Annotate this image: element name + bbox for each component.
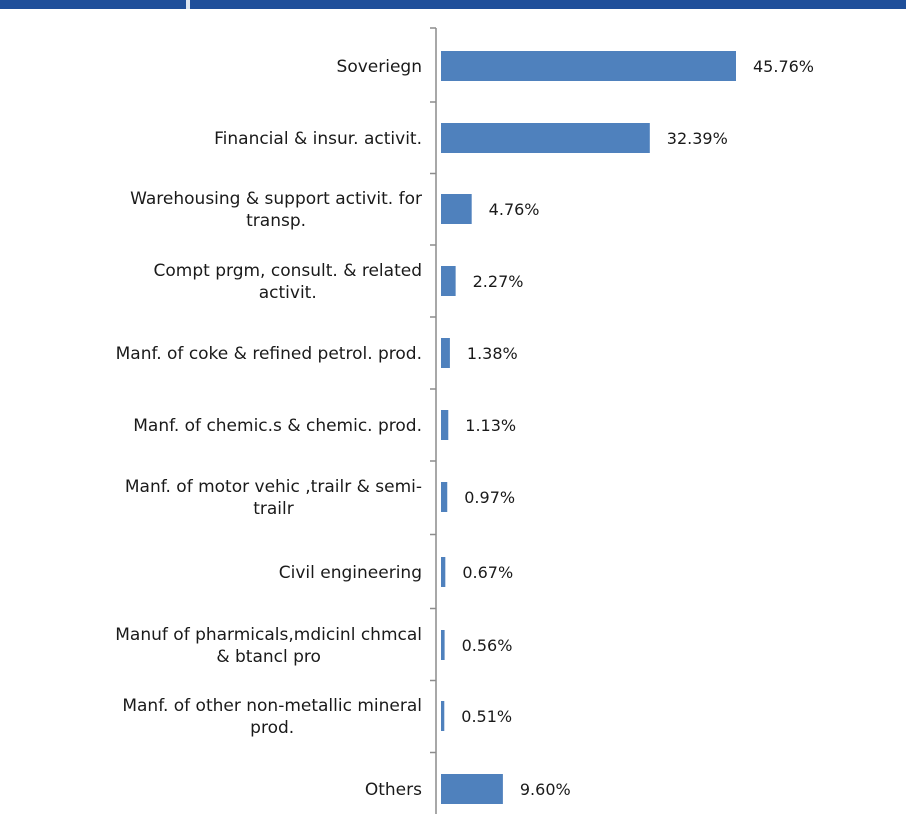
header-accent [186,0,190,9]
bar [441,338,450,368]
category-label-line: & btancl pro [216,647,321,667]
data-label: 32.39% [667,129,728,148]
category-label: Manf. of coke & refined petrol. prod. [116,344,422,364]
data-label: 2.27% [473,272,524,291]
data-label: 0.51% [461,707,512,726]
header-bar [0,0,906,9]
bar [441,482,448,512]
data-label: 0.97% [464,488,515,507]
bar [441,266,456,296]
bar [441,194,472,224]
category-label-line: activit. [259,283,317,303]
category-label-line: transp. [246,211,306,231]
category-label: Manf. of chemic.s & chemic. prod. [133,416,422,436]
bar [441,123,650,153]
category-label-line: trailr [253,499,294,519]
bar [441,410,449,440]
data-label: 0.56% [462,636,513,655]
category-label-line: Others [365,780,422,800]
category-label-line: Manf. of coke & refined petrol. prod. [116,344,422,364]
bar [441,557,446,587]
category-label: Financial & insur. activit. [214,129,422,149]
bar [441,630,445,660]
category-label-line: Manf. of other non-metallic mineral [122,696,422,716]
category-label: Warehousing & support activit. for transp… [130,189,422,231]
category-label-line: Warehousing & support activit. for [130,189,422,209]
category-label: Manf. of motor vehic ,trailr & semi-trai… [125,477,422,519]
data-label: 1.13% [465,416,516,435]
category-label: Others [365,780,422,800]
data-label: 1.38% [467,344,518,363]
category-label: Manf. of other non-metallic mineral prod. [122,696,422,738]
category-label-line: Manf. of chemic.s & chemic. prod. [133,416,422,436]
category-label-line: Manuf of pharmicals,mdicinl chmcal [115,625,422,645]
bar [441,774,503,804]
category-label: Manuf of pharmicals,mdicinl chmcal & btan… [115,625,422,667]
data-label: 9.60% [520,780,571,799]
category-label-line: Civil engineering [279,563,422,583]
data-label: 0.67% [462,563,513,582]
category-label: Soveriegn [337,57,422,77]
category-label: Civil engineering [279,563,422,583]
category-label-line: Soveriegn [337,57,422,77]
bar [441,51,736,81]
category-label: Compt prgm, consult. & related activit. [154,261,422,303]
bar [441,701,445,731]
data-label: 45.76% [753,57,814,76]
category-label-line: Compt prgm, consult. & related [154,261,422,281]
category-label-line: prod. [250,718,294,738]
data-label: 4.76% [489,200,540,219]
category-label-line: Manf. of motor vehic ,trailr & semi- [125,477,422,497]
category-label-line: Financial & insur. activit. [214,129,422,149]
